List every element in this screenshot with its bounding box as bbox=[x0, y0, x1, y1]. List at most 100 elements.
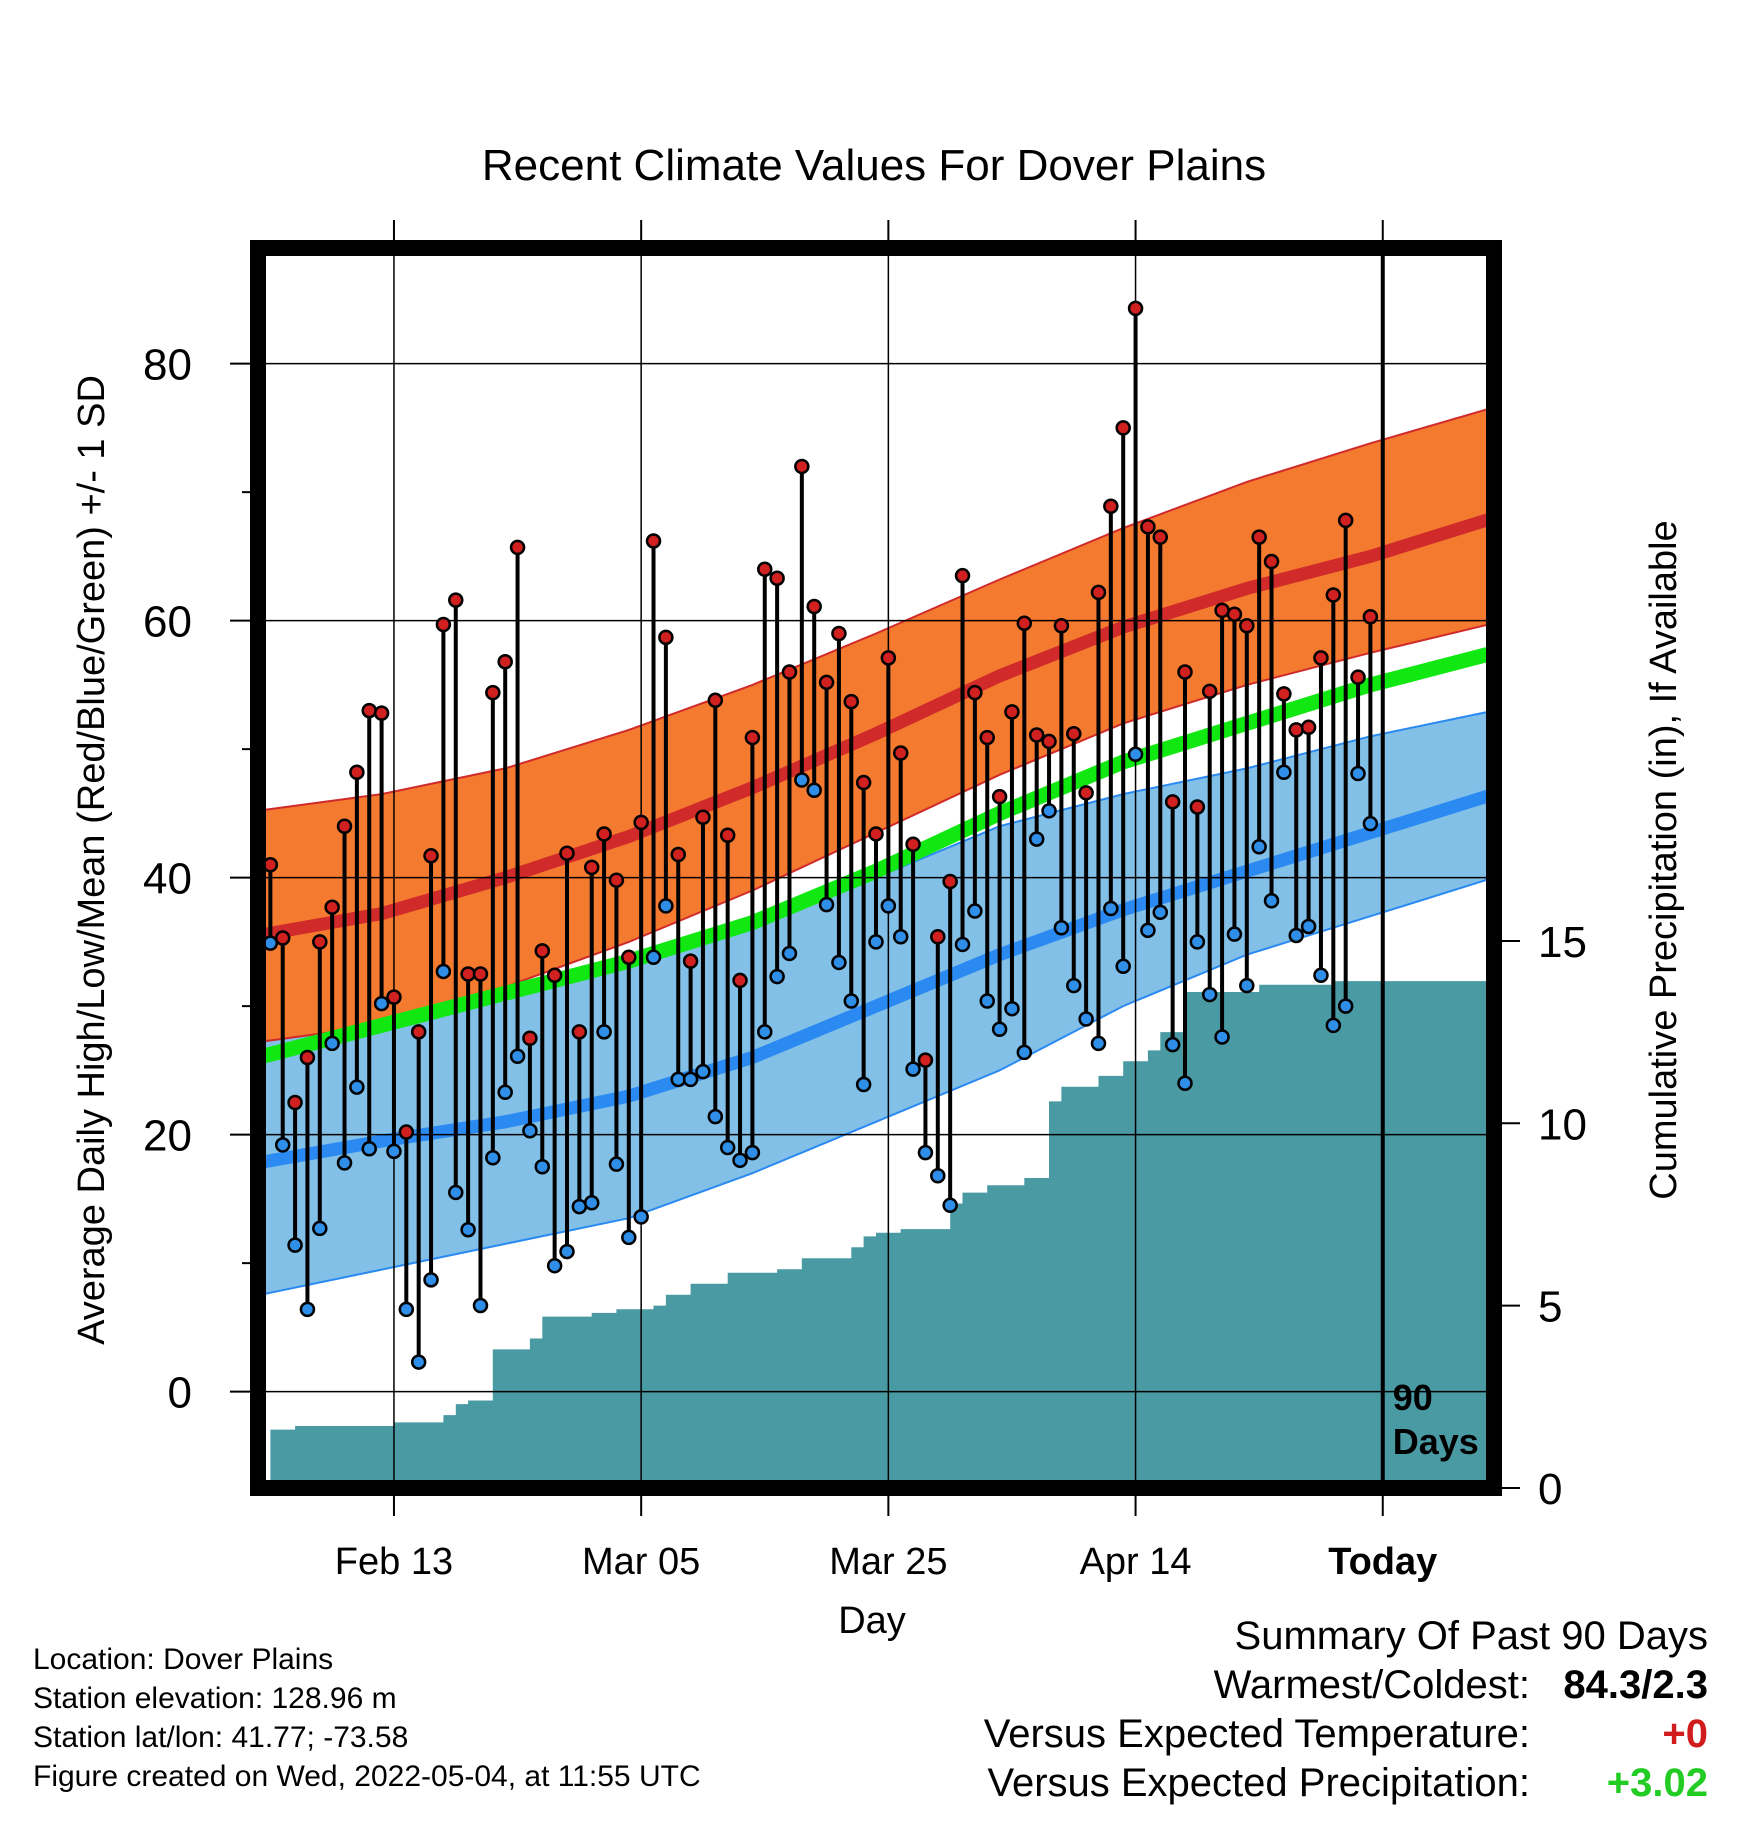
daily-high-point bbox=[843, 693, 860, 710]
daily-high-point bbox=[324, 899, 340, 915]
daily-low-point bbox=[930, 1168, 946, 1184]
daily-low-point bbox=[1127, 746, 1144, 763]
daily-low-point bbox=[658, 898, 674, 914]
y2-tick-label: 10 bbox=[1538, 1100, 1587, 1149]
daily-high-point bbox=[287, 1094, 303, 1111]
station-location: Location: Dover Plains bbox=[33, 1643, 334, 1676]
daily-low-point bbox=[1152, 904, 1169, 921]
daily-high-point bbox=[472, 966, 489, 982]
daily-high-point bbox=[1350, 669, 1366, 685]
summary-panel: Summary Of Past 90 Days Warmest/Coldest:… bbox=[984, 1612, 1708, 1808]
daily-high-point bbox=[905, 836, 921, 852]
daily-high-point bbox=[794, 458, 810, 475]
daily-high-point bbox=[448, 592, 464, 608]
daily-high-point bbox=[571, 1024, 588, 1040]
daily-low-point bbox=[583, 1194, 600, 1211]
daily-low-point bbox=[485, 1150, 501, 1166]
station-elevation: Station elevation: 128.96 m bbox=[33, 1682, 397, 1715]
x-axis-label: Day bbox=[838, 1600, 906, 1642]
daily-high-point bbox=[509, 539, 526, 556]
daily-high-point bbox=[608, 872, 625, 888]
daily-high-point bbox=[1140, 519, 1156, 535]
daily-high-point bbox=[868, 826, 884, 842]
daily-low-point bbox=[1103, 900, 1119, 917]
daily-low-point bbox=[1239, 977, 1255, 994]
figure-created: Figure created on Wed, 2022-05-04, at 11… bbox=[33, 1760, 701, 1793]
daily-high-point bbox=[744, 729, 761, 746]
daily-low-point bbox=[1177, 1075, 1193, 1091]
y2-tick-label: 0 bbox=[1538, 1465, 1562, 1514]
daily-low-point bbox=[1028, 831, 1045, 847]
daily-low-point bbox=[880, 898, 897, 914]
precipitation-value: +3.02 bbox=[1606, 1761, 1708, 1805]
daily-high-point bbox=[1127, 300, 1144, 317]
daily-low-point bbox=[410, 1354, 427, 1370]
daily-low-point bbox=[769, 968, 785, 985]
x-tick-label: Today bbox=[1328, 1541, 1437, 1583]
daily-high-point bbox=[670, 846, 686, 863]
daily-low-point bbox=[299, 1301, 316, 1318]
daily-low-point bbox=[1053, 920, 1070, 936]
daily-low-point bbox=[1263, 893, 1280, 909]
daily-low-point bbox=[608, 1156, 625, 1172]
daily-high-point bbox=[1189, 799, 1206, 815]
plot-frame bbox=[250, 240, 1502, 1496]
y2-tick-label: 5 bbox=[1538, 1283, 1562, 1332]
daily-high-point bbox=[1300, 719, 1317, 736]
daily-high-point bbox=[818, 674, 835, 691]
daily-low-point bbox=[386, 1143, 402, 1160]
daily-low-point bbox=[991, 1021, 1008, 1038]
daily-high-point bbox=[1337, 512, 1354, 529]
daily-low-point bbox=[274, 1137, 291, 1153]
daily-high-point bbox=[1004, 704, 1020, 720]
daily-low-point bbox=[1189, 934, 1206, 950]
daily-low-point bbox=[719, 1139, 736, 1156]
x-tick-label: Apr 14 bbox=[1080, 1541, 1192, 1583]
daily-high-point bbox=[1276, 686, 1292, 702]
chart-title: Recent Climate Values For Dover Plains bbox=[482, 141, 1266, 190]
daily-high-point bbox=[1028, 727, 1045, 743]
daily-high-point bbox=[534, 943, 551, 959]
daily-low-point bbox=[1300, 918, 1317, 935]
daily-high-point bbox=[546, 967, 563, 984]
daily-low-point bbox=[967, 903, 983, 919]
daily-low-point bbox=[645, 949, 662, 966]
temperature-value: +0 bbox=[1662, 1712, 1708, 1756]
daily-low-point bbox=[621, 1229, 637, 1246]
daily-high-point bbox=[1362, 609, 1379, 625]
daily-low-point bbox=[1214, 1029, 1230, 1045]
daily-high-point bbox=[312, 934, 328, 950]
daily-high-point bbox=[892, 745, 909, 761]
daily-low-point bbox=[398, 1301, 415, 1318]
daily-low-point bbox=[1016, 1044, 1033, 1061]
normal-high-line bbox=[256, 511, 1496, 942]
daily-high-point bbox=[274, 930, 291, 946]
daily-high-point bbox=[707, 692, 724, 709]
daily-high-point bbox=[781, 664, 798, 680]
daily-low-point bbox=[571, 1198, 588, 1215]
daily-low-point bbox=[892, 928, 909, 945]
daily-low-point bbox=[287, 1237, 303, 1253]
daily-high-point bbox=[1103, 498, 1119, 515]
daily-high-point bbox=[1041, 733, 1057, 750]
daily-high-point bbox=[880, 650, 897, 666]
daily-low-point bbox=[546, 1257, 563, 1274]
y-tick-label: 0 bbox=[168, 1369, 192, 1418]
daily-low-point bbox=[1313, 967, 1329, 984]
daily-high-point bbox=[682, 953, 699, 969]
daily-low-point bbox=[979, 993, 995, 1009]
temperature-label: Versus Expected Temperature: bbox=[983, 1712, 1530, 1756]
daily-high-point bbox=[485, 684, 501, 701]
daily-high-point bbox=[596, 826, 612, 842]
daily-high-point bbox=[917, 1052, 934, 1068]
daily-low-point bbox=[423, 1272, 439, 1288]
y-tick-label: 20 bbox=[143, 1112, 192, 1161]
daily-high-point bbox=[930, 928, 946, 945]
daily-low-point bbox=[633, 1209, 649, 1225]
daily-low-point bbox=[1090, 1035, 1107, 1052]
daily-high-point bbox=[386, 989, 402, 1005]
daily-high-point bbox=[423, 848, 439, 864]
daily-high-point bbox=[732, 972, 748, 989]
daily-low-point bbox=[1337, 998, 1354, 1014]
daily-low-point bbox=[757, 1024, 773, 1040]
